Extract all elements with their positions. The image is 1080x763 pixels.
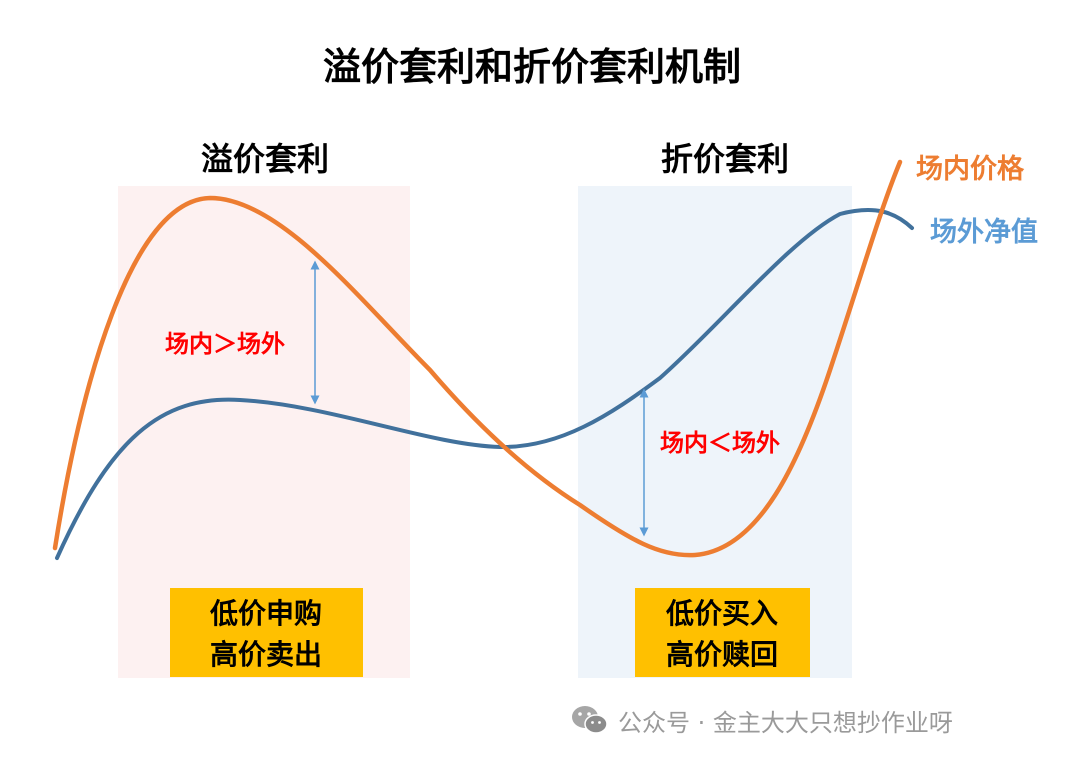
diagram-title: 溢价套利和折价套利机制 [323,45,741,89]
discount-heading: 折价套利 [661,140,789,178]
nav-label: 场外净值 [930,217,1038,248]
premium-heading: 溢价套利 [201,140,329,178]
discount-action-box [635,588,810,677]
nav-curve [55,208,914,560]
discount-action-line-2: 高价赎回 [666,638,778,671]
discount-action-line-1: 低价买入 [665,597,778,630]
premium-action-box [170,588,363,677]
premium-compare-label: 场内＞场外 [165,330,285,358]
wechat-icon [572,706,608,734]
market-price-label: 场内价格 [916,154,1025,185]
discount-compare-label: 场内＜场外 [660,429,780,457]
watermark: 公众号 · 金主大大只想抄作业呀 [570,700,953,740]
premium-action-line-2: 高价卖出 [210,638,322,671]
premium-action-line-1: 低价申购 [209,597,322,630]
market-price-curve [52,159,903,558]
watermark-text: 公众号 · 金主大大只想抄作业呀 [618,708,953,737]
